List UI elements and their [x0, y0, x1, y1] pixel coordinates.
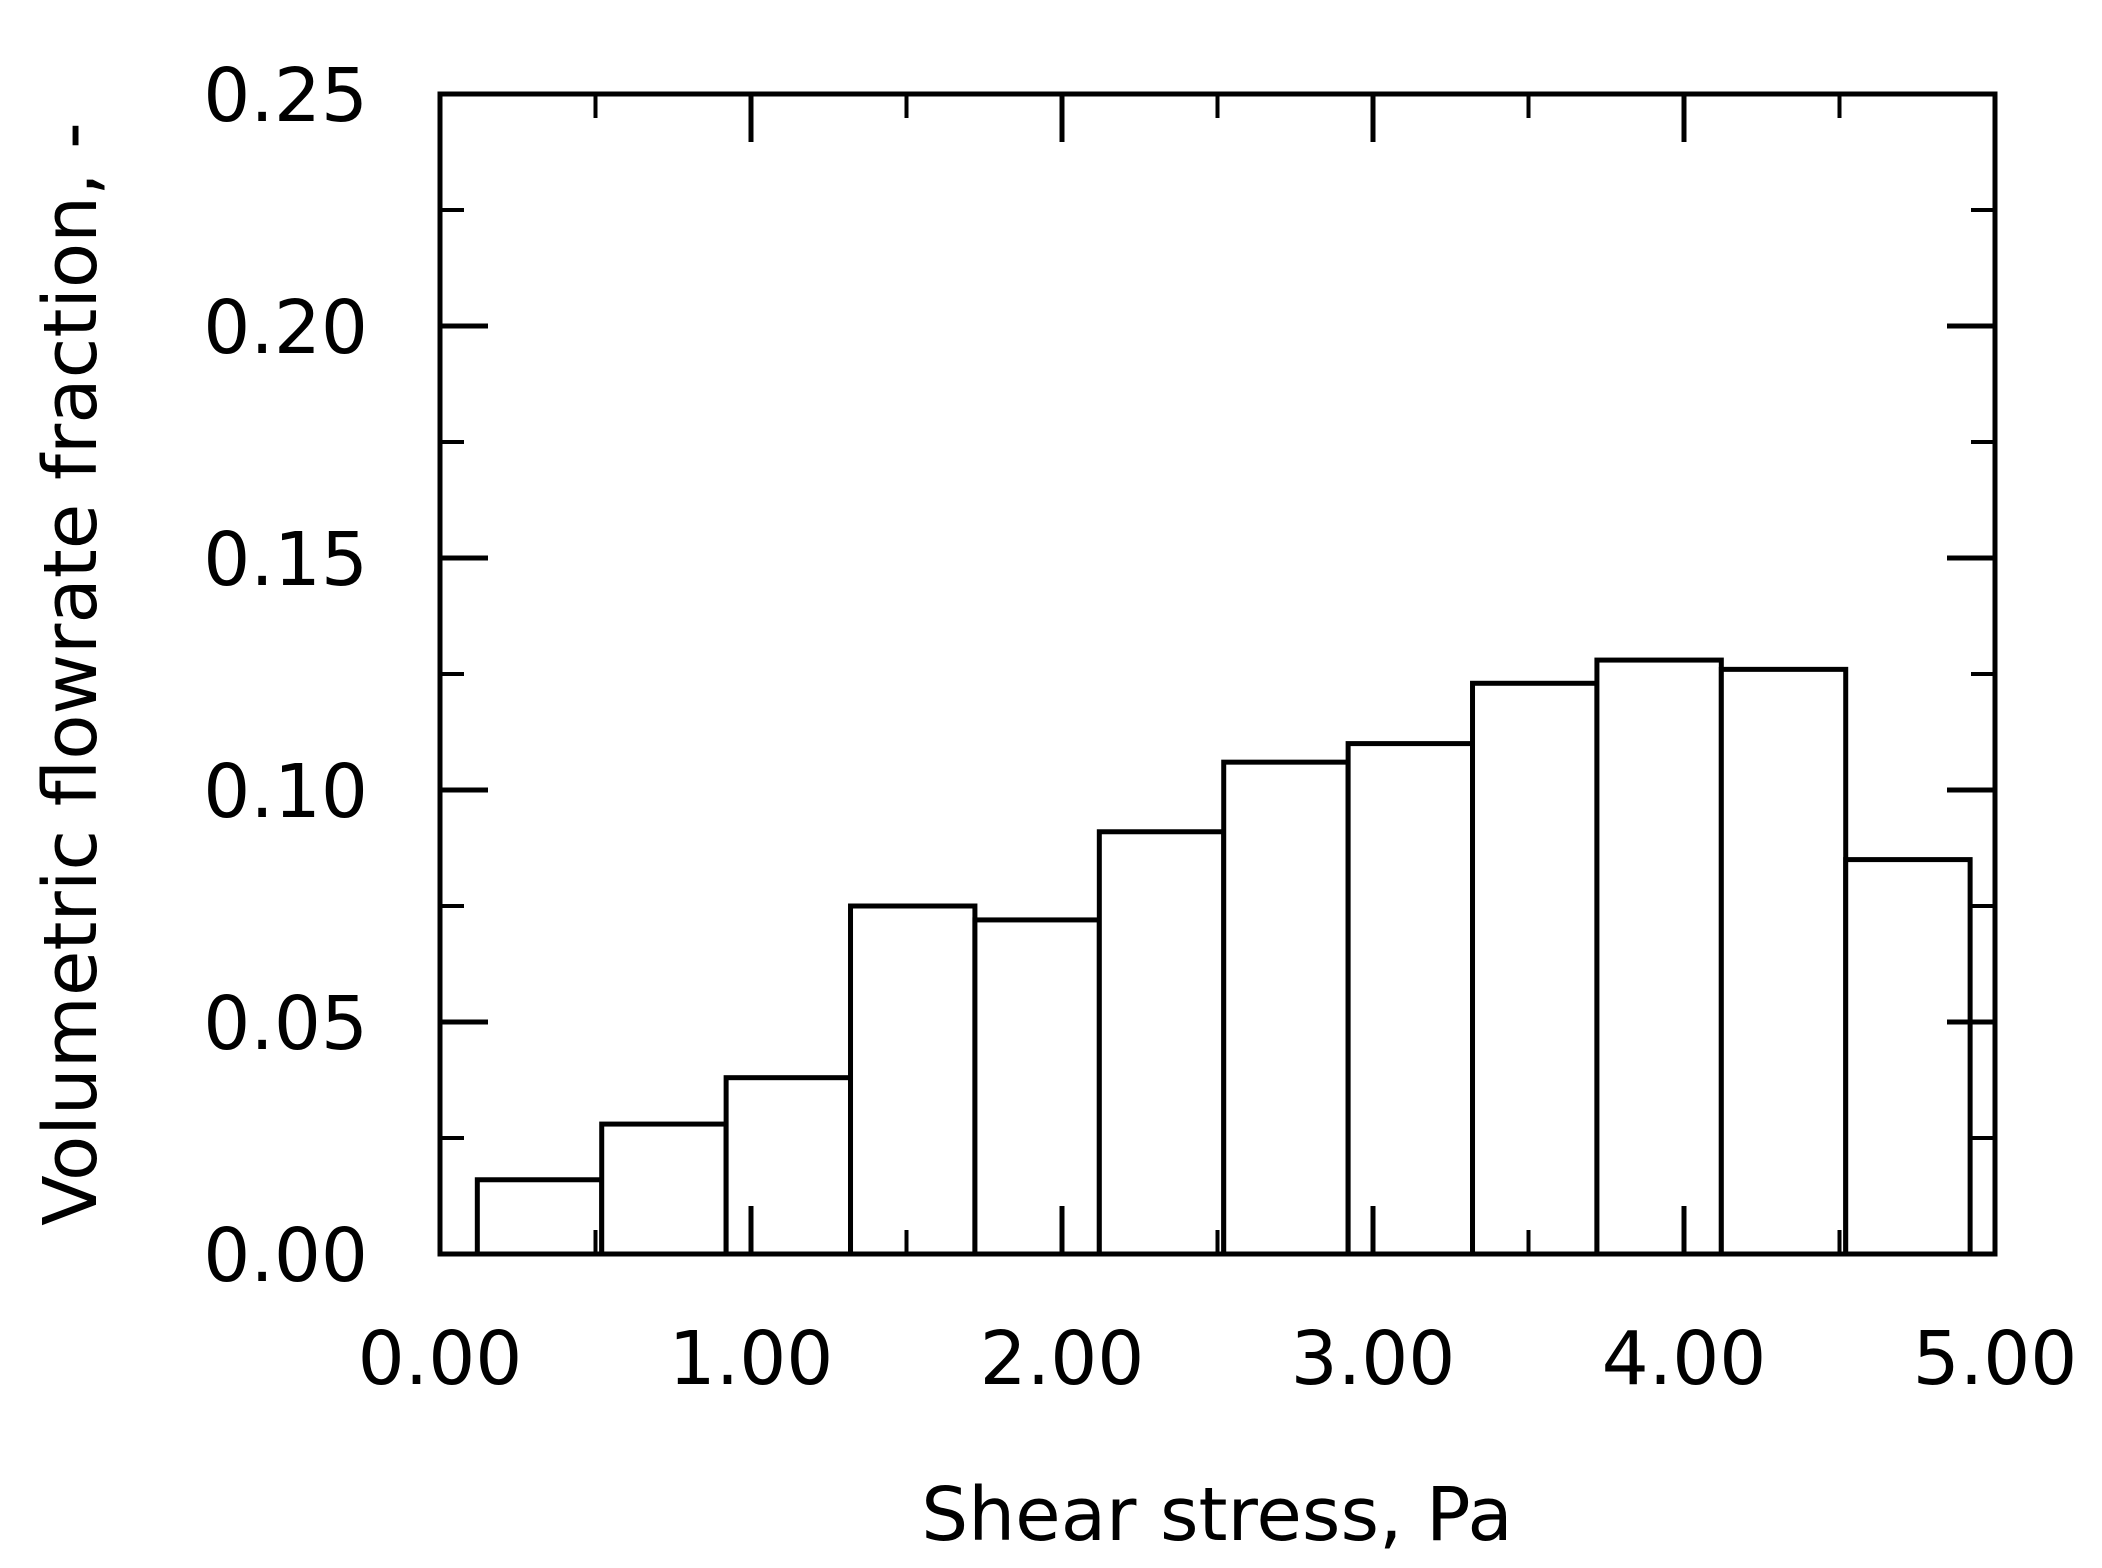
x-tick-label-2: 2.00 — [980, 1316, 1145, 1402]
histogram-bar-8 — [1345, 741, 1476, 1257]
histogram-bar-1 — [474, 1177, 605, 1257]
histogram-bar-7 — [1221, 759, 1351, 1257]
y-tick-label-1: 0.05 — [203, 981, 368, 1067]
histogram-bar-3 — [723, 1075, 854, 1257]
bars-group — [474, 657, 1973, 1257]
histogram-bar-12 — [1843, 857, 1973, 1257]
histogram-bar-2 — [599, 1121, 729, 1257]
histogram-bar-9 — [1470, 680, 1600, 1257]
histogram-bar-11 — [1718, 666, 1849, 1257]
histogram-bar-5 — [972, 917, 1102, 1257]
tick-labels-group: 0.00 1.00 2.00 3.00 4.00 5.00 0.00 0.05 0.10 0.15… — [203, 53, 2077, 1402]
y-axis-label: Volumetric flowrate fraction, - — [28, 122, 114, 1226]
y-tick-label-2: 0.10 — [203, 749, 368, 835]
x-tick-label-3: 3.00 — [1291, 1316, 1456, 1402]
x-tick-label-0: 0.00 — [358, 1316, 523, 1402]
y-tick-label-0: 0.00 — [203, 1213, 368, 1299]
x-tick-label-5: 5.00 — [1913, 1316, 2078, 1402]
histogram-bar-4 — [848, 903, 978, 1257]
y-tick-label-4: 0.20 — [203, 285, 368, 371]
x-axis-label: Shear stress, Pa — [921, 1472, 1512, 1558]
x-tick-label-4: 4.00 — [1602, 1316, 1767, 1402]
y-tick-label-5: 0.25 — [203, 53, 368, 139]
histogram-bar-6 — [1096, 829, 1227, 1257]
x-tick-label-1: 1.00 — [669, 1316, 834, 1402]
histogram-bar-10 — [1594, 657, 1724, 1257]
y-tick-label-3: 0.15 — [203, 517, 368, 603]
plot-frame — [437, 91, 1998, 1257]
